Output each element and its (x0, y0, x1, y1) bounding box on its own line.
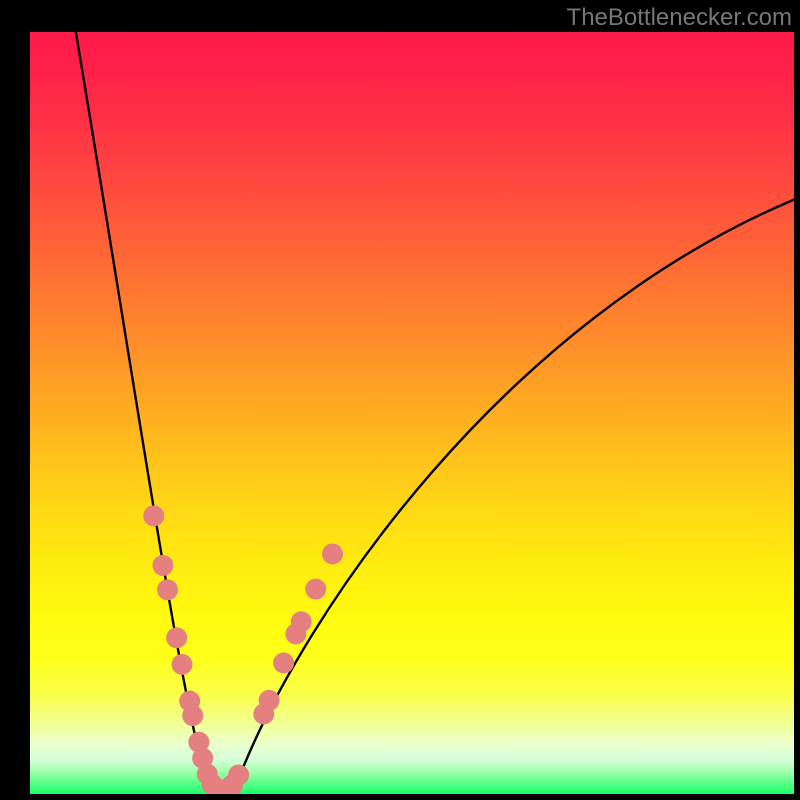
data-marker (152, 555, 173, 576)
data-marker (157, 579, 178, 600)
data-marker (228, 764, 249, 785)
data-marker (273, 652, 294, 673)
gradient-background (30, 32, 794, 794)
data-marker (305, 579, 326, 600)
data-marker (166, 627, 187, 648)
data-marker (143, 505, 164, 526)
data-marker (172, 654, 193, 675)
data-marker (322, 543, 343, 564)
plot-area (30, 32, 794, 794)
chart-svg (30, 32, 794, 794)
data-marker (259, 690, 280, 711)
watermark-text: TheBottlenecker.com (567, 4, 792, 32)
data-marker (291, 611, 312, 632)
data-marker (182, 705, 203, 726)
